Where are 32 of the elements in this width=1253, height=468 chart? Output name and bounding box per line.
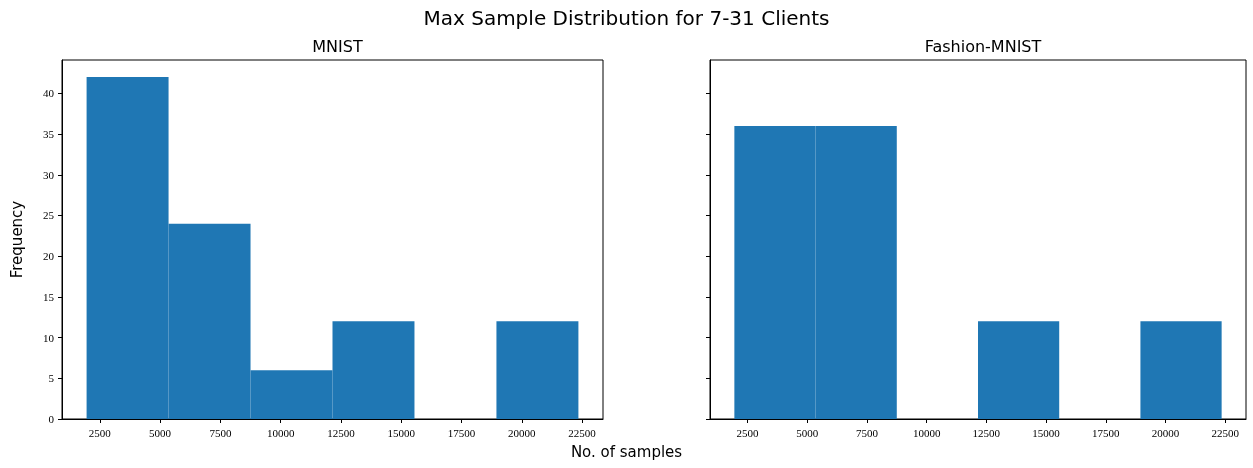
x-tick-label: 10000 [266,426,295,439]
x-tick-label: 20000 [1151,426,1180,439]
x-tick-label: 17500 [447,426,476,439]
y-tick-label: 25 [43,209,55,222]
y-tick-label: 15 [43,290,55,303]
x-tick-label: 15000 [387,426,416,439]
chart-title: MNIST [312,36,363,56]
y-tick-label: 35 [43,128,55,141]
y-tick-label: 0 [48,413,55,425]
x-tick-label: 22500 [1211,426,1240,439]
x-tick-label: 2500 [736,426,759,439]
x-tick-label: 5000 [796,426,819,439]
y-axis-title: Frequency [7,200,26,279]
y-tick-label: 10 [43,331,55,344]
chart-title: Fashion-MNIST [924,36,1042,56]
x-tick-label: 5000 [149,426,172,439]
x-tick-label: 20000 [508,426,536,439]
x-tick-label: 22500 [568,426,597,439]
x-tick-label: 2500 [88,426,112,439]
x-tick-label: 7500 [855,426,879,439]
y-tick-label: 40 [43,87,55,100]
x-tick-label: 17500 [1092,426,1121,439]
y-tick-label: 30 [43,168,55,181]
x-tick-label: 12500 [972,426,1001,439]
x-axis-title: No. of samples [569,443,684,461]
y-tick-label: 5 [48,372,55,385]
text: Max Sample Distribution for 7-31 Clients [422,6,831,30]
x-tick-label: 12500 [327,426,356,439]
x-tick-label: 7500 [209,426,232,439]
y-tick-label: 20 [43,250,55,263]
x-tick-label: 10000 [912,426,941,439]
x-tick-label: 15000 [1032,426,1061,439]
